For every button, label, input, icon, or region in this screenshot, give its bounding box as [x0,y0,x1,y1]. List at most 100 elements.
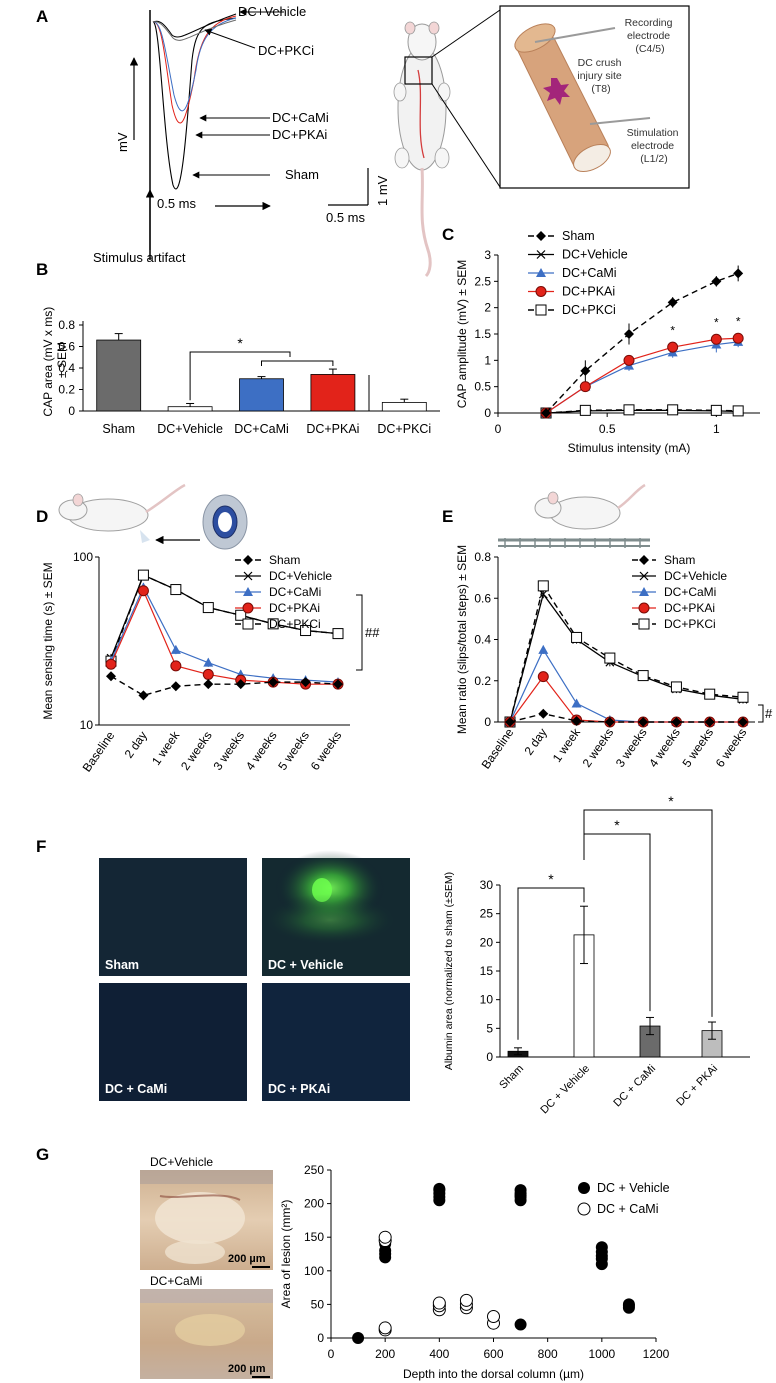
chart-c-ytick-label: 0 [484,406,491,420]
sig-bracket [758,704,764,723]
series-line-4 [110,574,339,662]
trace-vehicle [152,13,237,38]
point-0-4 [235,679,246,690]
legend-label-4: DC+PKCi [562,303,616,317]
legend-marker-2 [243,587,253,596]
sig-mark: ## [365,625,380,640]
point-0-4 [638,717,649,727]
point-4-1 [537,580,549,592]
point-4-5 [670,681,682,693]
image-f-pkai [262,983,410,1101]
point-3-2 [623,354,635,366]
panel-label-g: G [36,1145,49,1164]
sig-star: * [714,316,719,330]
point-0-6 [704,717,715,727]
point-2-2 [571,698,582,708]
legend-marker-2 [639,587,649,596]
trace-sham [152,17,237,190]
legend-label-3: DC+PKAi [269,601,320,615]
point-0-1 [138,690,149,701]
image-g-camki-title: DC+CaMi [150,1274,202,1288]
chart-g-ytick-label: 0 [317,1331,324,1345]
sig-star: * [670,324,675,338]
legend-label-2: DC+CaMi [562,266,617,280]
legend-marker-0 [639,555,649,565]
legend-label-4: DC+PKCi [664,617,716,631]
chart-b-category-label: DC+CaMi [234,422,289,436]
point-3-2 [170,660,182,672]
point-0-2 [170,681,181,692]
chart-e-ytick-label: 0.2 [474,674,491,688]
chart-d-xtick-label: 5 weeks [275,729,312,773]
point-vehicle [514,1189,527,1202]
zoom-box [404,56,433,85]
bar-dcpkci [381,401,427,412]
chart-e-ytick-label: 0.4 [474,633,491,647]
rat-ladder-illustration [498,483,650,548]
chart-d: Mean sensing time (s) ± SEM 10 100 Baselin… [41,483,380,774]
chart-g-ytick-label: 100 [304,1264,324,1278]
point-0-5 [671,717,682,727]
rat-tape-illustration [58,483,248,550]
panel-label-e: E [442,507,453,526]
chart-e-xtick-label: 2 weeks [580,726,617,770]
series-line-3 [545,337,739,414]
chart-g-xlabel: Depth into the dorsal column (µm) [403,1367,584,1381]
bar-dcvehicle [167,406,213,412]
chart-f-ytick-label: 5 [486,1021,493,1035]
trace-label-pkai: DC+PKAi [272,127,327,142]
chart-f-ytick-label: 0 [486,1050,493,1064]
series-line-2 [545,341,739,414]
chart-c-xtick-label: 0.5 [599,422,616,436]
chart-d-ylabel: Mean sensing time (s) ± SEM [41,562,55,719]
point-4-1 [137,569,149,581]
panel-a-schematic: Recording electrode (C4/5) DC crush inju… [393,5,690,278]
point-3-1 [537,671,549,683]
series-line-0 [509,713,743,723]
chart-d-xtick-label: 1 week [149,728,183,768]
point-0-7 [738,717,748,727]
point-3-0 [105,658,117,670]
point-camki [487,1309,500,1323]
image-f-sham [99,858,247,976]
point-2-3 [203,657,214,667]
point-4-3 [667,404,679,416]
sig-star: * [237,335,243,351]
trace-label-sham: Sham [285,167,319,182]
chart-e-ylabel: Mean ratio (slips/total steps) ± SEM [455,545,469,734]
panel-f-images: Sham DC + Vehicle DC + CaMi DC + PKAi [99,850,410,1101]
chart-f-ytick-label: 25 [480,907,494,921]
bar-dcpkai [310,374,356,412]
chart-e-xtick-label: 4 weeks [646,726,683,770]
panel-label-c: C [442,225,454,244]
point-4-7 [332,628,344,640]
chart-d-xtick-label: 2 weeks [178,729,215,773]
chart-c-ytick-label: 3 [484,248,491,262]
chart-e-xtick-label: 5 weeks [679,726,716,770]
chart-g-xtick-label: 200 [375,1347,395,1361]
legend-marker-3 [242,602,254,614]
point-vehicle [595,1241,608,1254]
series-line-0 [110,675,339,697]
chart-g-ytick-label: 200 [304,1197,324,1211]
point-0-0 [541,408,552,418]
legend-marker-4 [535,304,547,316]
legend-marker-0 [536,231,546,241]
chart-b-ytick-label: 0 [68,404,75,418]
trace-label-camki: DC+CaMi [272,110,329,125]
chart-g-plot: 0 50 100 150 200 250 0 200 400 600 800 1000 1200 DC +… [304,1163,670,1361]
legend-marker-1 [577,1202,591,1216]
point-4-7 [737,691,749,703]
point-0-4 [711,276,722,287]
point-3-3 [202,668,214,680]
point-2-2 [170,644,181,654]
chart-g-ytick-label: 50 [311,1297,325,1311]
chart-b-ytick-label: 0.2 [58,383,75,397]
legend-label-0: Sham [562,229,595,243]
point-camki [378,1321,392,1335]
chart-b-ytick-label: 0.8 [58,318,75,332]
chart-g-xtick-label: 1000 [588,1347,615,1361]
chart-b: CAP area (mV x ms) ± SEM 0 0.2 0.4 0.6 0.8 Sh… [41,307,440,436]
chart-c-ytick-label: 2 [484,301,491,315]
